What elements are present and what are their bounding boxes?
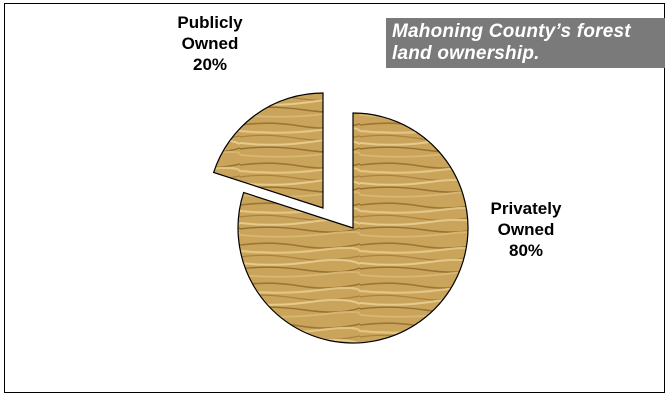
slice-label-line: Owned [498,220,555,239]
slice-label-publicly-owned: Publicly Owned 20% [177,13,243,74]
slice-label-line: Publicly [177,13,243,32]
slice-label-line: Owned [182,34,239,53]
chart-title: Mahoning County’s forest land ownership. [386,18,665,68]
chart-title-line-1: Mahoning County’s forest [392,21,631,42]
slice-label-line: 20% [193,55,227,74]
pie-slice-privately-owned [237,112,469,344]
slice-label-line: 80% [509,241,543,260]
slice-label-line: Privately [491,199,562,218]
slice-label-privately-owned: Privately Owned 80% [491,199,562,260]
pie-slice-publicly-owned [212,92,324,209]
chart-title-line-2: land ownership. [392,43,540,64]
